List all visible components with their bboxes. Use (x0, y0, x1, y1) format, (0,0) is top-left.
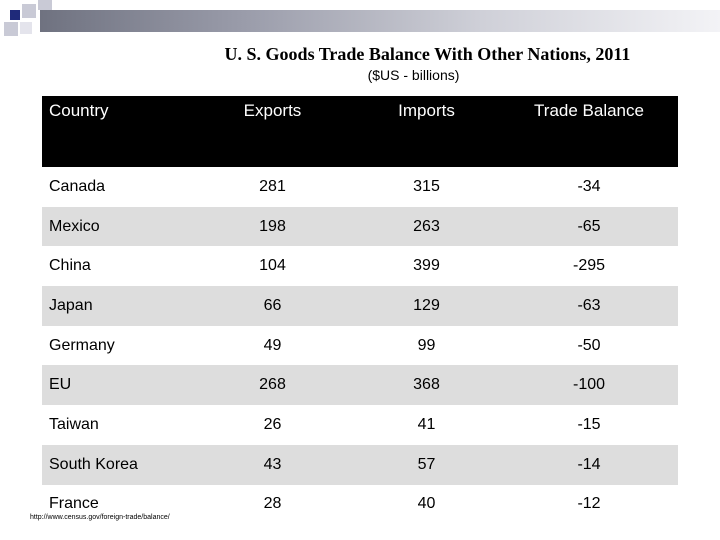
cell-trade-balance: -295 (500, 246, 678, 287)
trade-balance-table: Country Exports Imports Trade Balance Ca… (42, 96, 678, 525)
cell-imports: 129 (353, 286, 500, 326)
table-header-row: Country Exports Imports Trade Balance (42, 96, 678, 167)
cell-country: Japan (42, 286, 192, 326)
page-title: U. S. Goods Trade Balance With Other Nat… (224, 44, 631, 64)
source-url: http://www.census.gov/foreign-trade/bala… (30, 514, 170, 521)
cell-trade-balance: -34 (500, 167, 678, 207)
deco-square-3 (38, 0, 52, 10)
table-row: France 28 40 -12 (42, 484, 678, 525)
cell-trade-balance: -100 (500, 365, 678, 406)
table-row: Japan 66 129 -63 (42, 286, 678, 326)
header-trade-balance: Trade Balance (500, 96, 678, 167)
deco-square-1 (10, 10, 20, 20)
table-row: China 104 399 -295 (42, 246, 678, 287)
cell-exports: 26 (192, 405, 353, 445)
cell-exports: 104 (192, 246, 353, 287)
cell-country: Canada (42, 167, 192, 207)
cell-trade-balance: -12 (500, 484, 678, 525)
cell-country: EU (42, 365, 192, 406)
cell-exports: 43 (192, 444, 353, 485)
table-row: Taiwan 26 41 -15 (42, 405, 678, 445)
cell-imports: 263 (353, 206, 500, 247)
page-subtitle: ($US - billions) (367, 67, 460, 83)
table-row: Germany 49 99 -50 (42, 325, 678, 366)
cell-country: South Korea (42, 444, 192, 485)
table-row: EU 268 368 -100 (42, 365, 678, 406)
cell-exports: 198 (192, 206, 353, 247)
cell-exports: 28 (192, 484, 353, 525)
cell-imports: 41 (353, 405, 500, 445)
cell-exports: 268 (192, 365, 353, 406)
cell-imports: 368 (353, 365, 500, 406)
header-country: Country (42, 96, 192, 167)
cell-country: Germany (42, 325, 192, 366)
header-decoration (0, 0, 720, 50)
header-gradient-bar (40, 10, 720, 32)
cell-imports: 399 (353, 246, 500, 287)
cell-trade-balance: -50 (500, 325, 678, 366)
deco-square-5 (20, 22, 32, 34)
cell-trade-balance: -63 (500, 286, 678, 326)
cell-trade-balance: -65 (500, 206, 678, 247)
table-row: Canada 281 315 -34 (42, 167, 678, 207)
cell-imports: 40 (353, 484, 500, 525)
cell-imports: 57 (353, 444, 500, 485)
header-exports: Exports (192, 96, 353, 167)
cell-country: Taiwan (42, 405, 192, 445)
header-imports: Imports (353, 96, 500, 167)
cell-trade-balance: -15 (500, 405, 678, 445)
deco-square-4 (4, 22, 18, 36)
cell-exports: 49 (192, 325, 353, 366)
deco-square-2 (22, 4, 36, 18)
table-row: South Korea 43 57 -14 (42, 444, 678, 485)
cell-imports: 99 (353, 325, 500, 366)
cell-trade-balance: -14 (500, 444, 678, 485)
cell-exports: 281 (192, 167, 353, 207)
cell-country: Mexico (42, 206, 192, 247)
cell-country: France (42, 484, 192, 525)
cell-imports: 315 (353, 167, 500, 207)
cell-exports: 66 (192, 286, 353, 326)
table-row: Mexico 198 263 -65 (42, 206, 678, 247)
cell-country: China (42, 246, 192, 287)
